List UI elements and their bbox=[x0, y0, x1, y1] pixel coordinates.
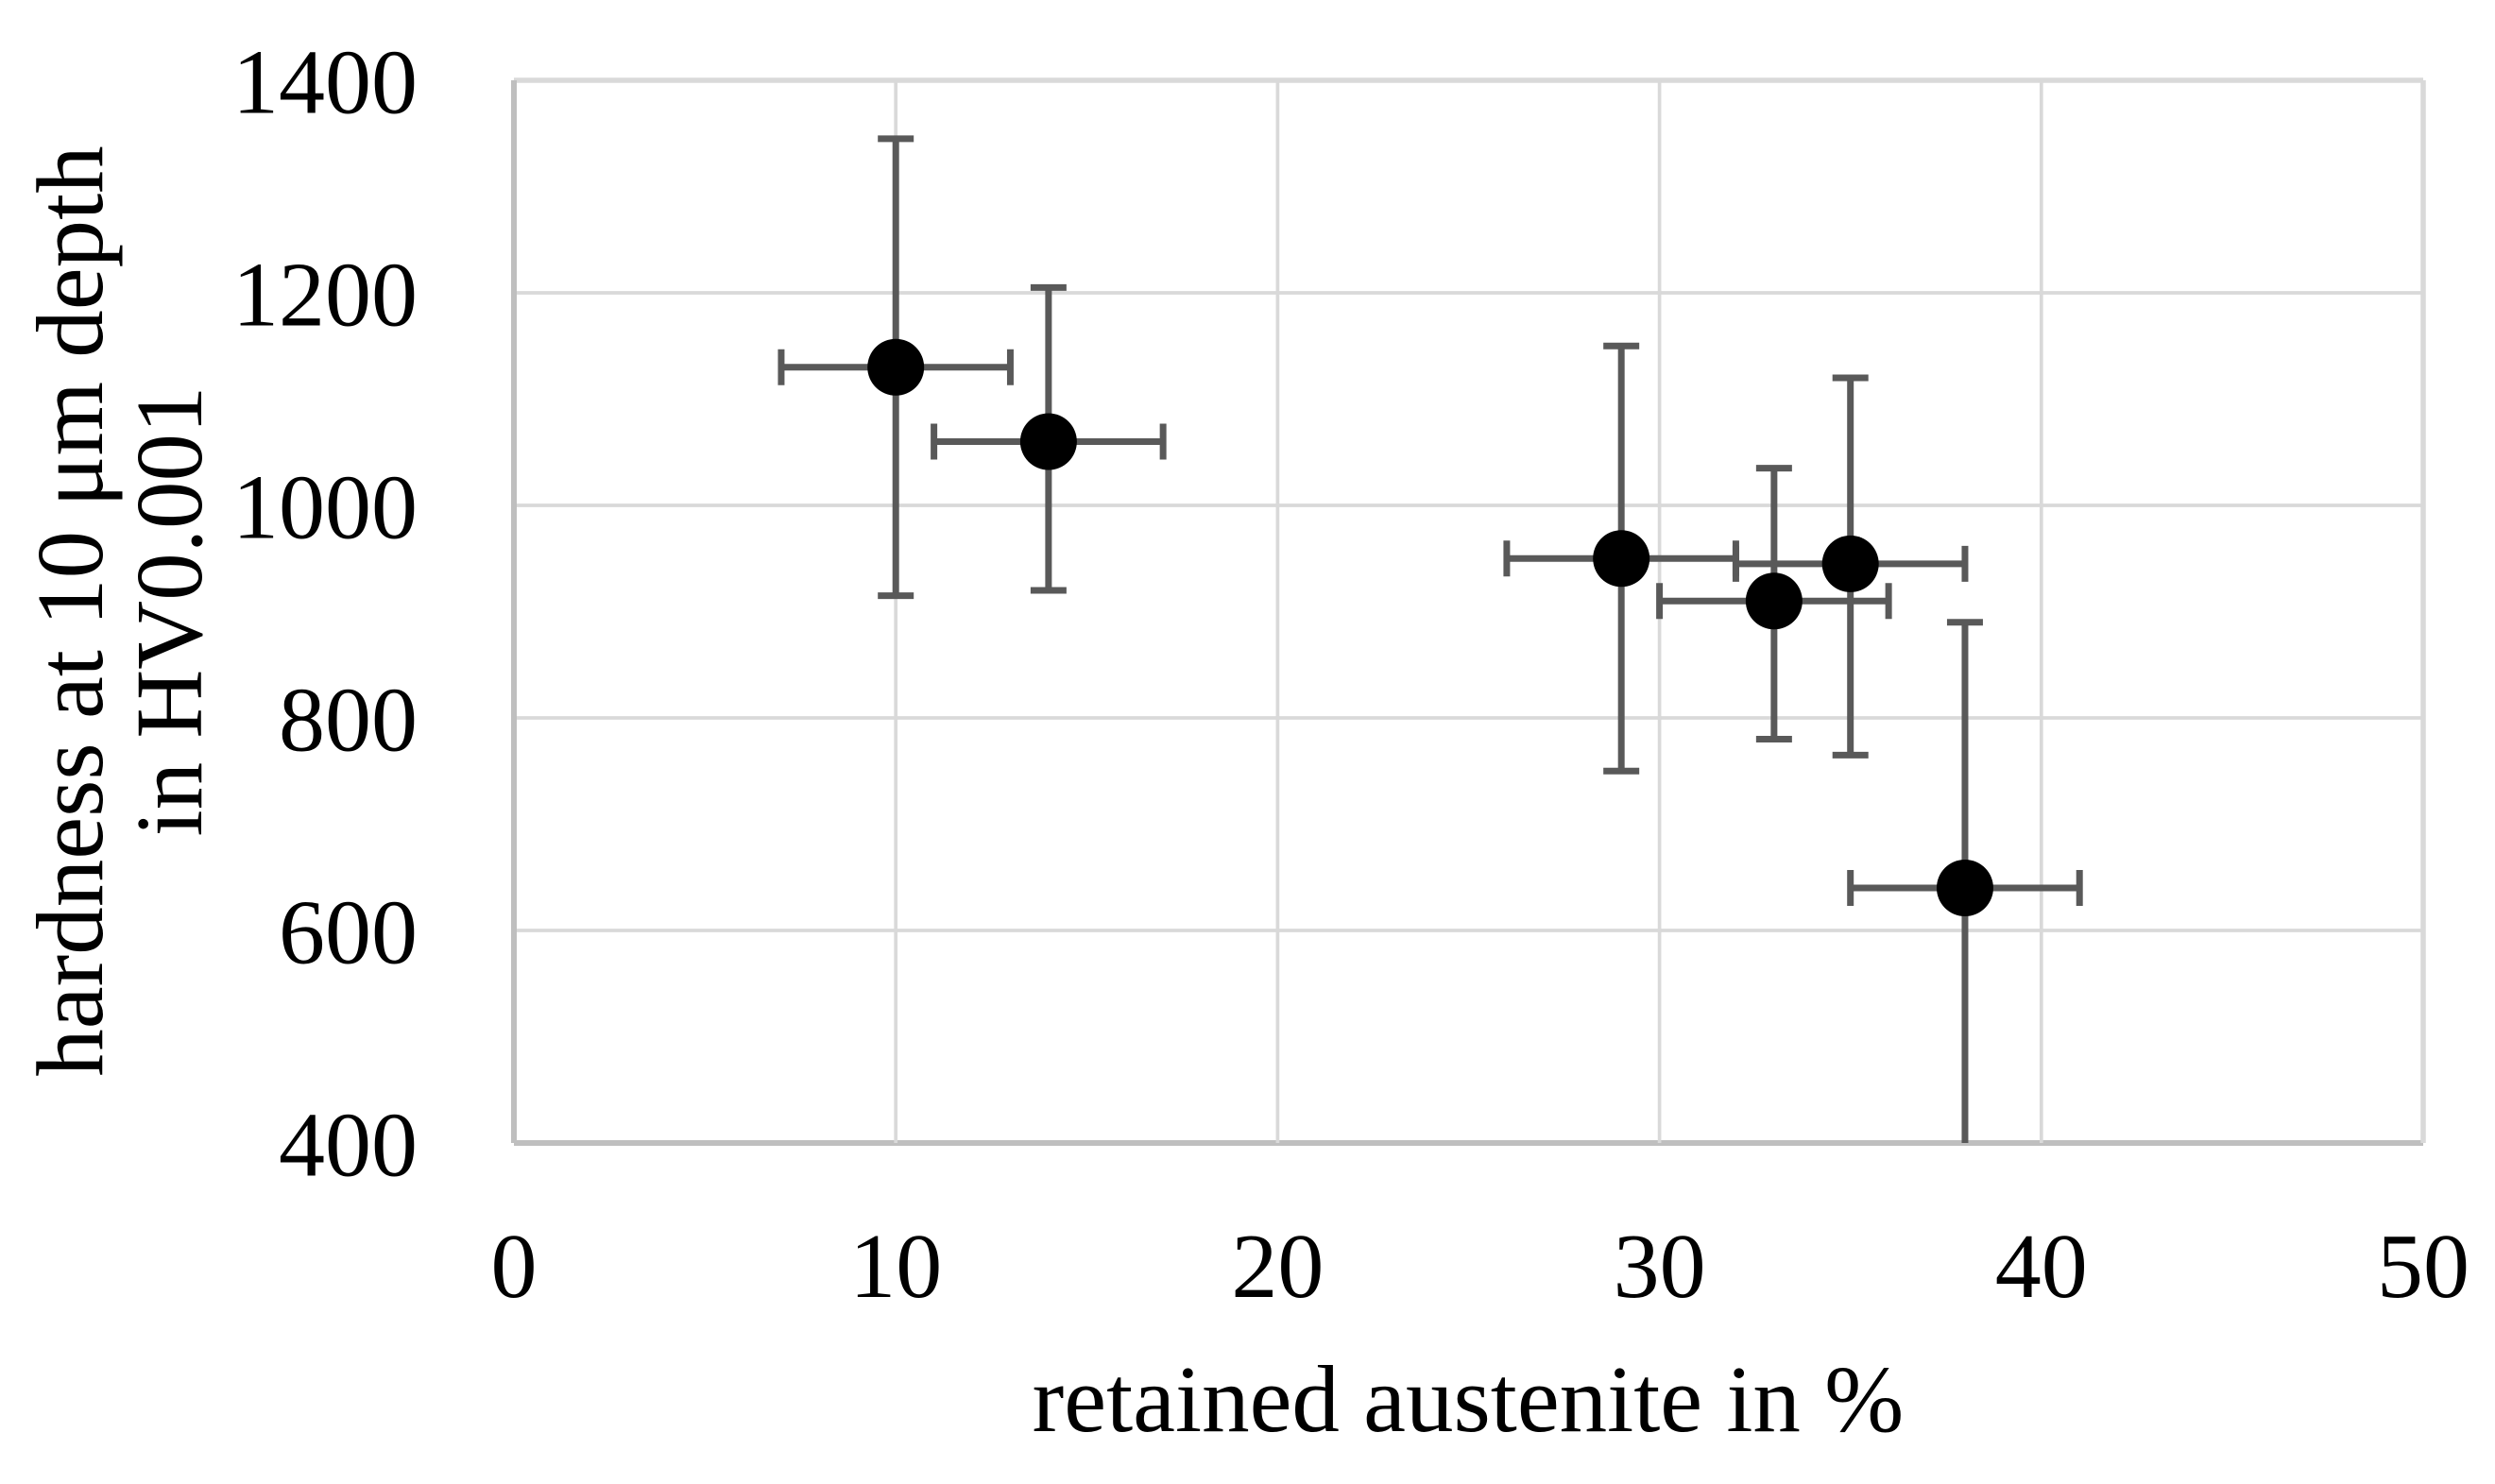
y-tick-label: 600 bbox=[279, 881, 418, 983]
gridlines bbox=[511, 77, 2426, 1146]
x-tick-label: 10 bbox=[849, 1216, 942, 1318]
data-point-marker bbox=[1593, 530, 1650, 588]
x-tick-label: 50 bbox=[2377, 1216, 2469, 1318]
data-point-marker bbox=[1745, 572, 1803, 630]
y-tick-label: 800 bbox=[279, 669, 418, 771]
data-point-marker bbox=[1019, 413, 1077, 470]
tick-labels: 1400 1200 1000 800 600 400 0 10 20 30 40 50 bbox=[232, 31, 2469, 1318]
error-bars bbox=[778, 135, 2083, 1143]
y-axis-title-line2: in HV0.001 bbox=[116, 386, 222, 837]
data-points bbox=[867, 338, 1993, 916]
data-point-marker bbox=[1821, 535, 1879, 592]
y-axis-title-line1: hardness at 10 μm depth bbox=[17, 145, 123, 1076]
x-axis-title: retained austenite in % bbox=[1033, 1346, 1905, 1452]
x-tick-label: 0 bbox=[491, 1216, 538, 1318]
y-tick-label: 1400 bbox=[232, 31, 418, 133]
y-tick-label: 400 bbox=[279, 1094, 418, 1196]
data-point-marker bbox=[867, 338, 925, 396]
y-tick-label: 1000 bbox=[232, 456, 418, 558]
data-point-marker bbox=[1936, 860, 1993, 916]
x-tick-label: 20 bbox=[1231, 1216, 1324, 1318]
y-tick-label: 1200 bbox=[232, 244, 418, 346]
x-tick-label: 40 bbox=[1995, 1216, 2088, 1318]
x-tick-label: 30 bbox=[1614, 1216, 1706, 1318]
